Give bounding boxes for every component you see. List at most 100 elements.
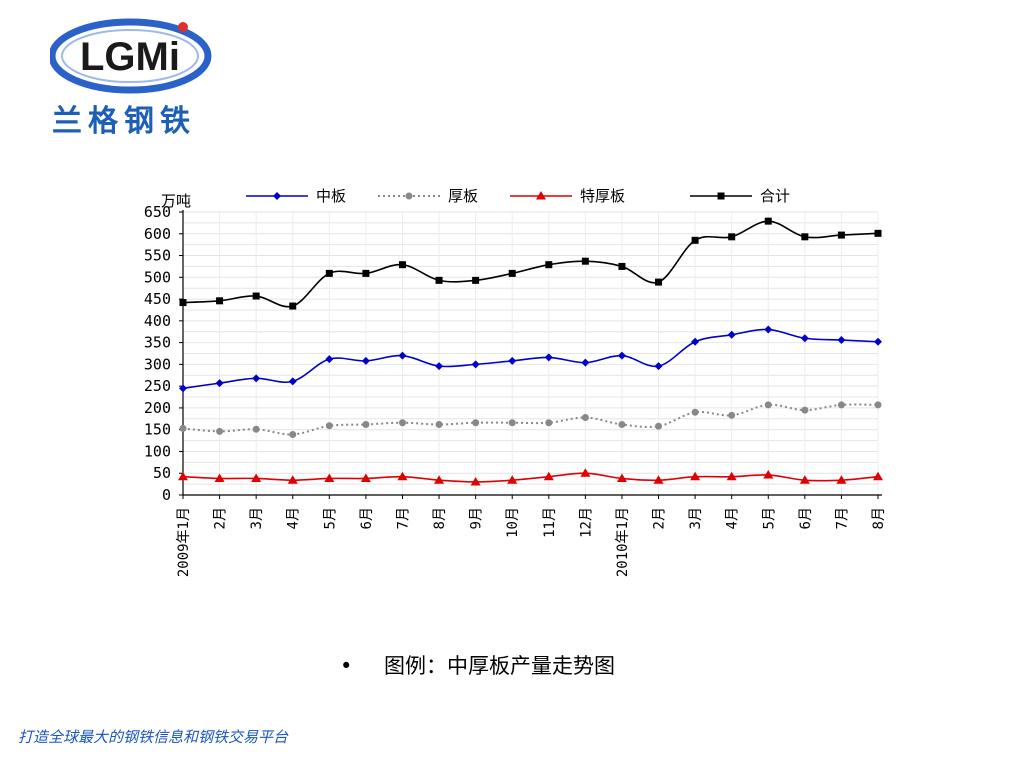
- data-point-circle: [472, 419, 480, 427]
- legend-label: 厚板: [448, 187, 478, 205]
- data-point-triangle: [178, 471, 188, 481]
- data-point-square: [289, 302, 297, 310]
- data-point-circle: [728, 411, 736, 419]
- series-square: [179, 217, 882, 310]
- logo-chinese-text: 兰格钢铁: [52, 104, 196, 139]
- y-tick-label: 550: [144, 247, 171, 265]
- data-point-circle: [581, 414, 589, 422]
- data-point-triangle: [580, 468, 591, 477]
- data-point-triangle: [434, 475, 445, 484]
- data-point-circle: [837, 401, 845, 409]
- x-tick-label: 5月: [322, 507, 338, 529]
- data-point-triangle: [763, 469, 774, 479]
- data-point-square: [472, 276, 480, 284]
- data-point-diamond: [435, 362, 444, 371]
- data-point-diamond: [252, 374, 261, 383]
- data-point-triangle: [726, 471, 737, 481]
- data-point-circle: [655, 422, 663, 430]
- data-point-circle: [252, 425, 260, 433]
- data-point-diamond: [508, 356, 517, 365]
- data-point-diamond: [179, 384, 187, 393]
- data-point-triangle: [653, 475, 664, 484]
- data-point-circle: [545, 419, 553, 427]
- data-point-square: [252, 292, 260, 300]
- y-tick-label: 600: [144, 225, 171, 243]
- data-point-circle: [618, 420, 626, 428]
- data-point-circle: [398, 419, 406, 427]
- legend-label: 特厚板: [580, 187, 625, 205]
- data-point-diamond: [691, 337, 700, 346]
- data-point-diamond: [544, 353, 553, 362]
- data-point-diamond: [215, 379, 224, 388]
- series-line: [182, 472, 879, 483]
- data-point-square: [837, 231, 845, 239]
- data-point-square: [764, 217, 772, 225]
- x-tick-label: 3月: [249, 507, 265, 529]
- data-point-square: [508, 269, 516, 277]
- data-point-diamond: [361, 356, 370, 365]
- data-point-diamond: [273, 192, 281, 200]
- data-point-triangle: [251, 473, 262, 482]
- data-point-square: [545, 261, 553, 269]
- y-tick-label: 50: [153, 464, 171, 482]
- series-triangle: [178, 468, 883, 486]
- legend-entry: 厚板: [378, 187, 478, 205]
- series-diamond: [179, 325, 882, 393]
- legend-label: 合计: [760, 187, 790, 205]
- data-point-diamond: [471, 360, 480, 369]
- data-point-circle: [874, 401, 882, 409]
- x-tick-label: 9月: [469, 507, 485, 529]
- data-point-diamond: [581, 358, 590, 367]
- data-point-circle: [764, 401, 772, 409]
- data-point-triangle: [507, 475, 518, 484]
- data-point-diamond: [874, 337, 882, 346]
- data-point-circle: [691, 408, 699, 416]
- caption-bullet: •: [340, 654, 353, 678]
- data-point-square: [874, 229, 882, 237]
- y-tick-label: 250: [144, 377, 171, 395]
- data-point-circle: [435, 420, 443, 428]
- data-point-triangle: [873, 471, 883, 481]
- legend-entry: 合计: [690, 187, 790, 205]
- legend: 中板 厚板 特厚板 合计: [246, 187, 790, 205]
- grid-lines: [182, 211, 879, 496]
- lgmi-logo: LGMi: [50, 18, 212, 94]
- footer-slogan: 打造全球最大的钢铁信息和钢铁交易平台: [18, 728, 289, 746]
- data-point-triangle: [616, 473, 627, 482]
- x-tick-label: 2月: [213, 507, 229, 529]
- data-point-circle: [216, 427, 224, 435]
- series-lines: [178, 217, 883, 486]
- data-point-square: [581, 257, 589, 265]
- x-tick-label: 8月: [432, 507, 448, 529]
- data-point-diamond: [800, 334, 809, 343]
- x-tick-label: 11月: [542, 507, 558, 538]
- data-point-triangle: [836, 475, 847, 484]
- x-tick-label: 5月: [761, 507, 777, 529]
- data-point-circle: [362, 420, 370, 428]
- data-point-circle: [508, 419, 516, 427]
- y-tick-label: 200: [144, 399, 171, 417]
- data-point-square: [362, 269, 370, 277]
- data-point-circle: [801, 406, 809, 414]
- y-axis-unit-label: 万吨: [161, 192, 191, 210]
- data-point-square: [216, 297, 224, 305]
- data-point-triangle: [287, 475, 298, 484]
- x-tick-label: 2009年1月: [176, 507, 192, 577]
- data-point-diamond: [764, 325, 773, 334]
- data-point-square: [618, 262, 626, 270]
- data-point-diamond: [288, 377, 297, 386]
- y-tick-label: 300: [144, 355, 171, 373]
- data-point-square: [655, 278, 663, 286]
- x-tick-label: 12月: [578, 507, 594, 538]
- data-point-triangle: [324, 473, 335, 482]
- y-tick-label: 400: [144, 312, 171, 330]
- x-tick-label: 3月: [688, 507, 704, 529]
- data-point-diamond: [398, 351, 407, 360]
- data-point-triangle: [690, 471, 701, 481]
- data-point-square: [398, 261, 406, 269]
- x-tick-label: 6月: [359, 507, 375, 529]
- data-point-triangle: [543, 471, 554, 481]
- data-point-diamond: [325, 355, 334, 364]
- data-point-square: [801, 233, 809, 241]
